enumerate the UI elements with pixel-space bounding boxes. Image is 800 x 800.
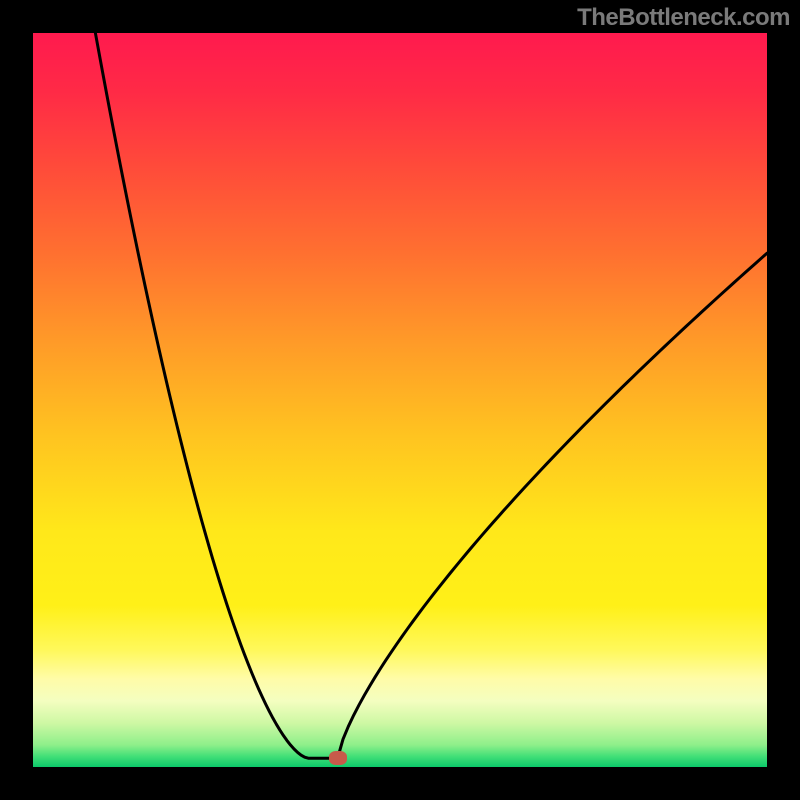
plot-area	[33, 33, 767, 767]
watermark-text: TheBottleneck.com	[577, 4, 790, 32]
optimal-point-marker	[329, 751, 347, 765]
curve-layer	[33, 33, 767, 767]
v-curve	[95, 33, 767, 758]
chart-frame: TheBottleneck.com	[0, 0, 800, 800]
